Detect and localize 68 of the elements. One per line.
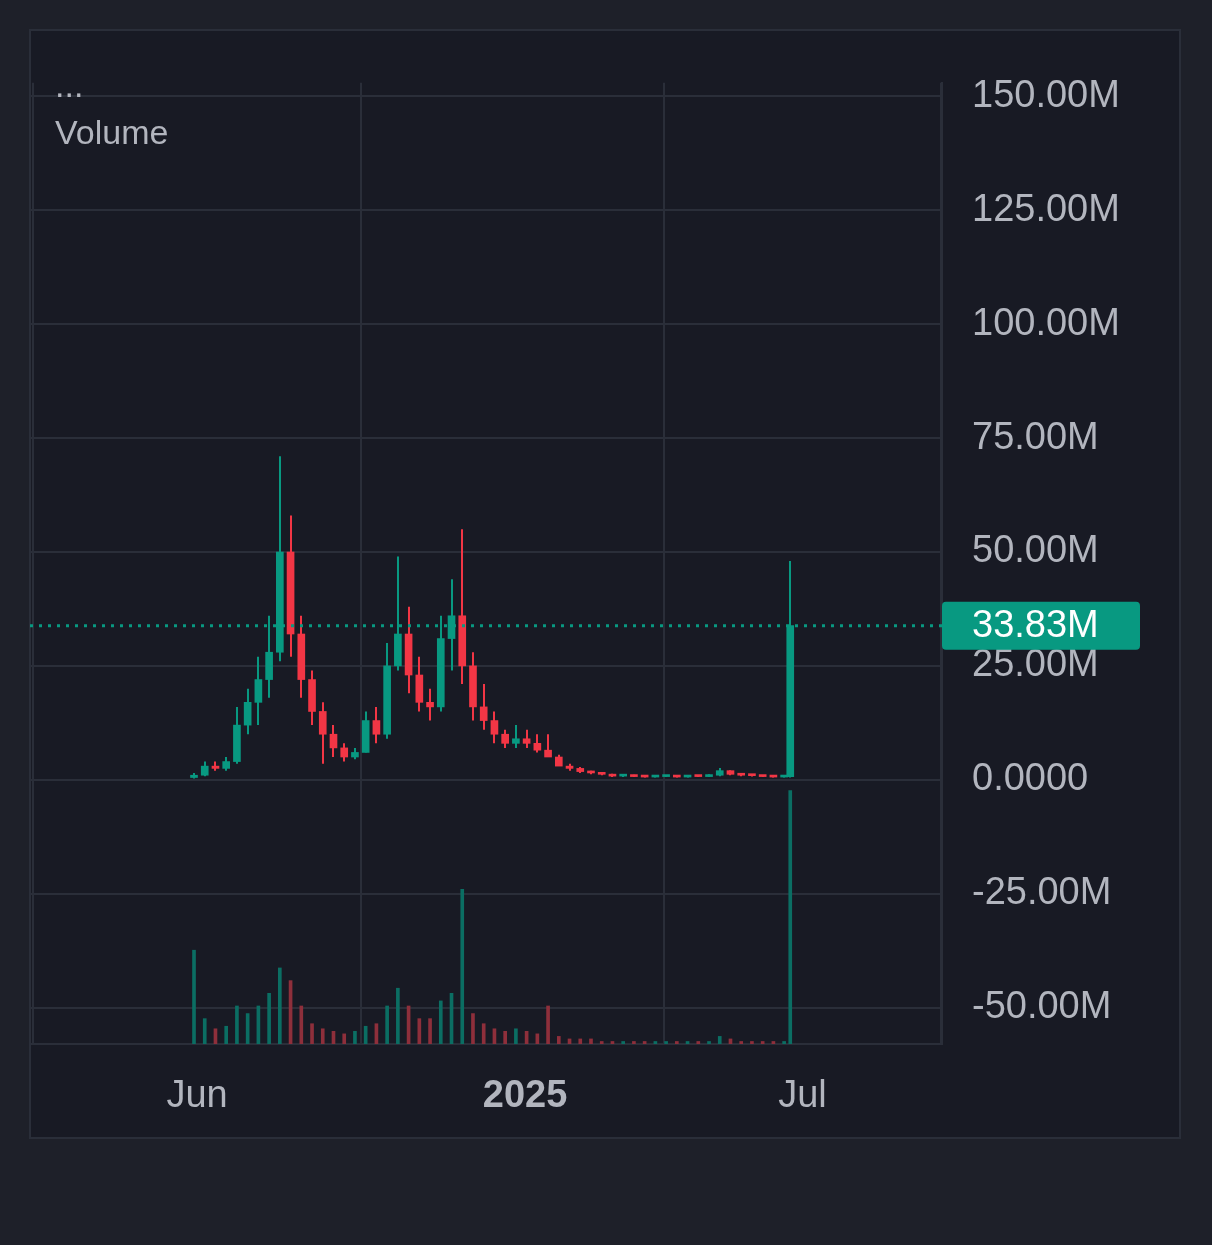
candlestick — [512, 724, 520, 749]
chart-title: ... — [55, 66, 84, 105]
y-tick-label: 0.0000 — [972, 756, 1089, 799]
x-tick-label: 2025 — [482, 1073, 568, 1116]
bar — [460, 889, 465, 1044]
bar — [396, 987, 400, 1044]
candlestick — [318, 701, 327, 765]
bar — [664, 1041, 668, 1044]
candlestick — [426, 687, 434, 722]
bar — [385, 1005, 389, 1044]
y-tick-label: -50.00M — [972, 984, 1112, 1027]
bar — [481, 1023, 486, 1044]
bar — [278, 967, 282, 1044]
candlestick — [490, 710, 499, 745]
bar — [578, 1038, 583, 1044]
bar — [771, 1041, 776, 1044]
bar — [438, 1000, 443, 1044]
bar — [750, 1041, 754, 1044]
y-tick-label: 125.00M — [972, 186, 1120, 229]
bar — [599, 1041, 604, 1044]
bar — [782, 1041, 786, 1044]
bar — [299, 1005, 304, 1044]
bar — [685, 1041, 690, 1044]
candlestick — [372, 705, 381, 745]
bar — [632, 1041, 636, 1044]
bar — [514, 1028, 518, 1044]
candlestick — [501, 728, 509, 749]
bar — [788, 790, 793, 1044]
bar — [224, 1025, 229, 1044]
y-tick-label: -25.00M — [972, 870, 1112, 913]
bar — [202, 1018, 207, 1044]
bar — [503, 1030, 507, 1044]
y-tick-label: 75.00M — [972, 414, 1099, 457]
candlestick — [254, 655, 263, 727]
y-tick-label: 100.00M — [972, 300, 1120, 343]
x-tick-label: Jul — [778, 1073, 827, 1116]
bar — [353, 1030, 357, 1044]
bar — [642, 1041, 647, 1044]
bar — [717, 1036, 722, 1044]
y-tick-label: 50.00M — [972, 528, 1099, 571]
bar — [760, 1041, 765, 1044]
bar — [621, 1041, 626, 1044]
bar — [653, 1041, 658, 1044]
chart-title: Volume — [55, 113, 169, 152]
bar — [235, 1005, 239, 1044]
bar — [610, 1041, 615, 1044]
bar — [267, 992, 271, 1044]
candlestick — [533, 733, 542, 754]
bar — [589, 1038, 593, 1044]
bar — [342, 1033, 347, 1044]
bar — [192, 949, 196, 1044]
y-tick-label: 150.00M — [972, 72, 1120, 115]
x-tick-label: Jun — [166, 1073, 228, 1116]
bar — [471, 1013, 475, 1044]
bar — [546, 1005, 550, 1044]
bar — [428, 1018, 432, 1044]
bar — [310, 1023, 314, 1044]
bar — [320, 1028, 325, 1044]
candlestick — [479, 683, 488, 731]
bar — [556, 1036, 561, 1044]
bar — [696, 1041, 701, 1044]
candlestick — [522, 728, 531, 749]
bar — [675, 1041, 679, 1044]
bar — [739, 1041, 744, 1044]
bar — [417, 1018, 422, 1044]
bar — [707, 1041, 711, 1044]
candlestick — [340, 742, 349, 763]
bar — [363, 1025, 368, 1044]
